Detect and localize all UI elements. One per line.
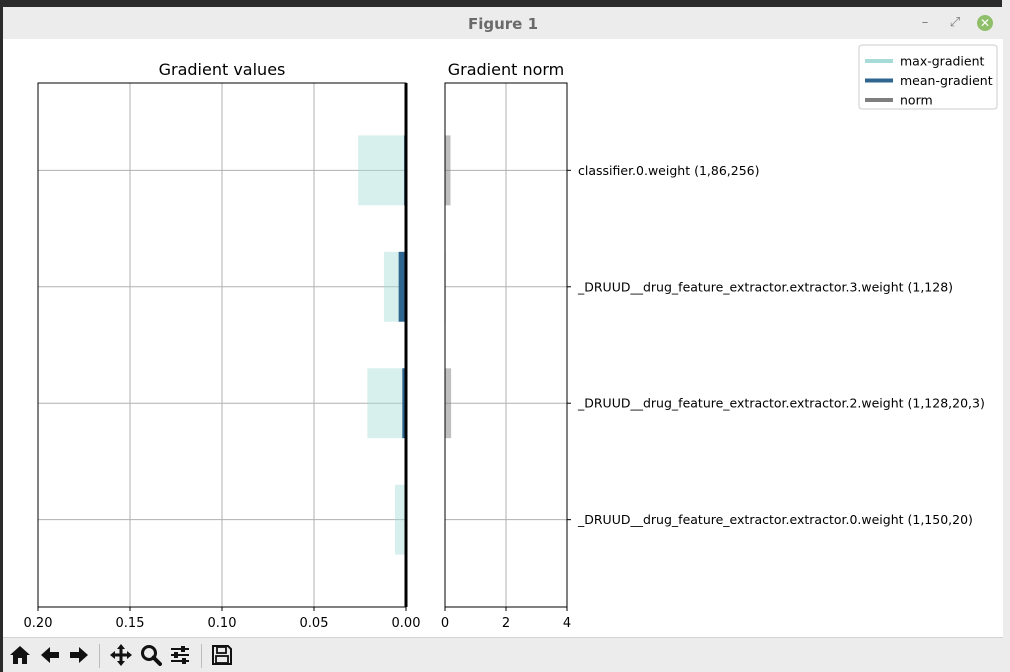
x-tick-label: 0.05	[300, 616, 329, 631]
forward-arrow-icon[interactable]	[66, 642, 92, 668]
x-tick-label: 0.10	[208, 616, 237, 631]
chart-title-gradient-values: Gradient values	[159, 60, 286, 79]
x-tick-label: 0	[441, 616, 449, 631]
window-title: Figure 1	[467, 15, 539, 33]
bar-max-gradient	[394, 484, 406, 555]
y-tick-label: _DRUUD__drug_feature_extractor.extractor…	[577, 512, 973, 527]
legend-label: mean-gradient	[900, 73, 993, 88]
y-tick-labels: classifier.0.weight (1,86,256) _DRUUD__dr…	[567, 163, 985, 527]
y-tick-label: _DRUUD__drug_feature_extractor.extractor…	[577, 396, 985, 411]
legend-box	[858, 44, 998, 110]
bar-norm	[445, 368, 452, 439]
legend: max-gradient mean-gradient norm	[858, 44, 998, 110]
configure-subplots-icon[interactable]	[167, 642, 193, 668]
save-icon[interactable]	[209, 642, 235, 668]
toolbar-separator	[99, 644, 100, 668]
grid-lines	[444, 83, 568, 607]
background-editor-strip	[1002, 0, 1010, 672]
back-arrow-icon[interactable]	[37, 642, 63, 668]
plot-area: Gradient values 0.20 0.15 0.10 0.05 0.00 Gra…	[3, 39, 1003, 637]
navigation-toolbar	[3, 637, 1003, 672]
axes-gradient-values: Gradient values 0.20 0.15 0.10 0.05 0.00	[24, 60, 421, 631]
figure-canvas: Gradient values 0.20 0.15 0.10 0.05 0.00 Gra…	[24, 44, 998, 631]
zoom-icon[interactable]	[138, 642, 164, 668]
chart-title-gradient-norm: Gradient norm	[448, 60, 565, 79]
axes-gradient-norm: Gradient norm 0 2 4 classifier.0.weight (1…	[441, 60, 985, 631]
x-tick-label: 0.00	[392, 616, 421, 631]
legend-label: max-gradient	[900, 54, 984, 69]
window-titlebar[interactable]: Figure 1 – ⤢ ✕	[3, 7, 1003, 40]
x-ticks: 0 2 4	[441, 607, 571, 631]
y-tick-label: _DRUUD__drug_feature_extractor.extractor…	[577, 279, 953, 294]
bars-gradient-values	[358, 135, 406, 555]
figure-window: Figure 1 – ⤢ ✕ Gradient values 0.20 0.15 0…	[3, 7, 1003, 672]
x-tick-label: 0.20	[24, 616, 53, 631]
bar-max-gradient	[358, 135, 406, 206]
x-ticks: 0.20 0.15 0.10 0.05 0.00	[24, 607, 421, 631]
grid-lines	[37, 83, 407, 607]
bar-norm	[445, 135, 451, 206]
bar-mean-gradient	[402, 368, 406, 439]
close-icon[interactable]: ✕	[977, 15, 993, 31]
x-tick-label: 0.15	[116, 616, 145, 631]
pan-icon[interactable]	[108, 642, 134, 668]
y-tick-label: classifier.0.weight (1,86,256)	[578, 163, 760, 178]
minimize-icon[interactable]: –	[921, 15, 929, 30]
background-editor	[0, 0, 1010, 8]
x-tick-label: 4	[563, 616, 571, 631]
x-tick-label: 2	[502, 616, 510, 631]
toolbar-separator	[201, 644, 202, 668]
bar-max-gradient	[367, 368, 406, 439]
legend-label: norm	[900, 93, 933, 108]
home-icon[interactable]	[7, 642, 33, 668]
maximize-icon[interactable]: ⤢	[949, 15, 961, 30]
bar-mean-gradient	[398, 251, 406, 322]
